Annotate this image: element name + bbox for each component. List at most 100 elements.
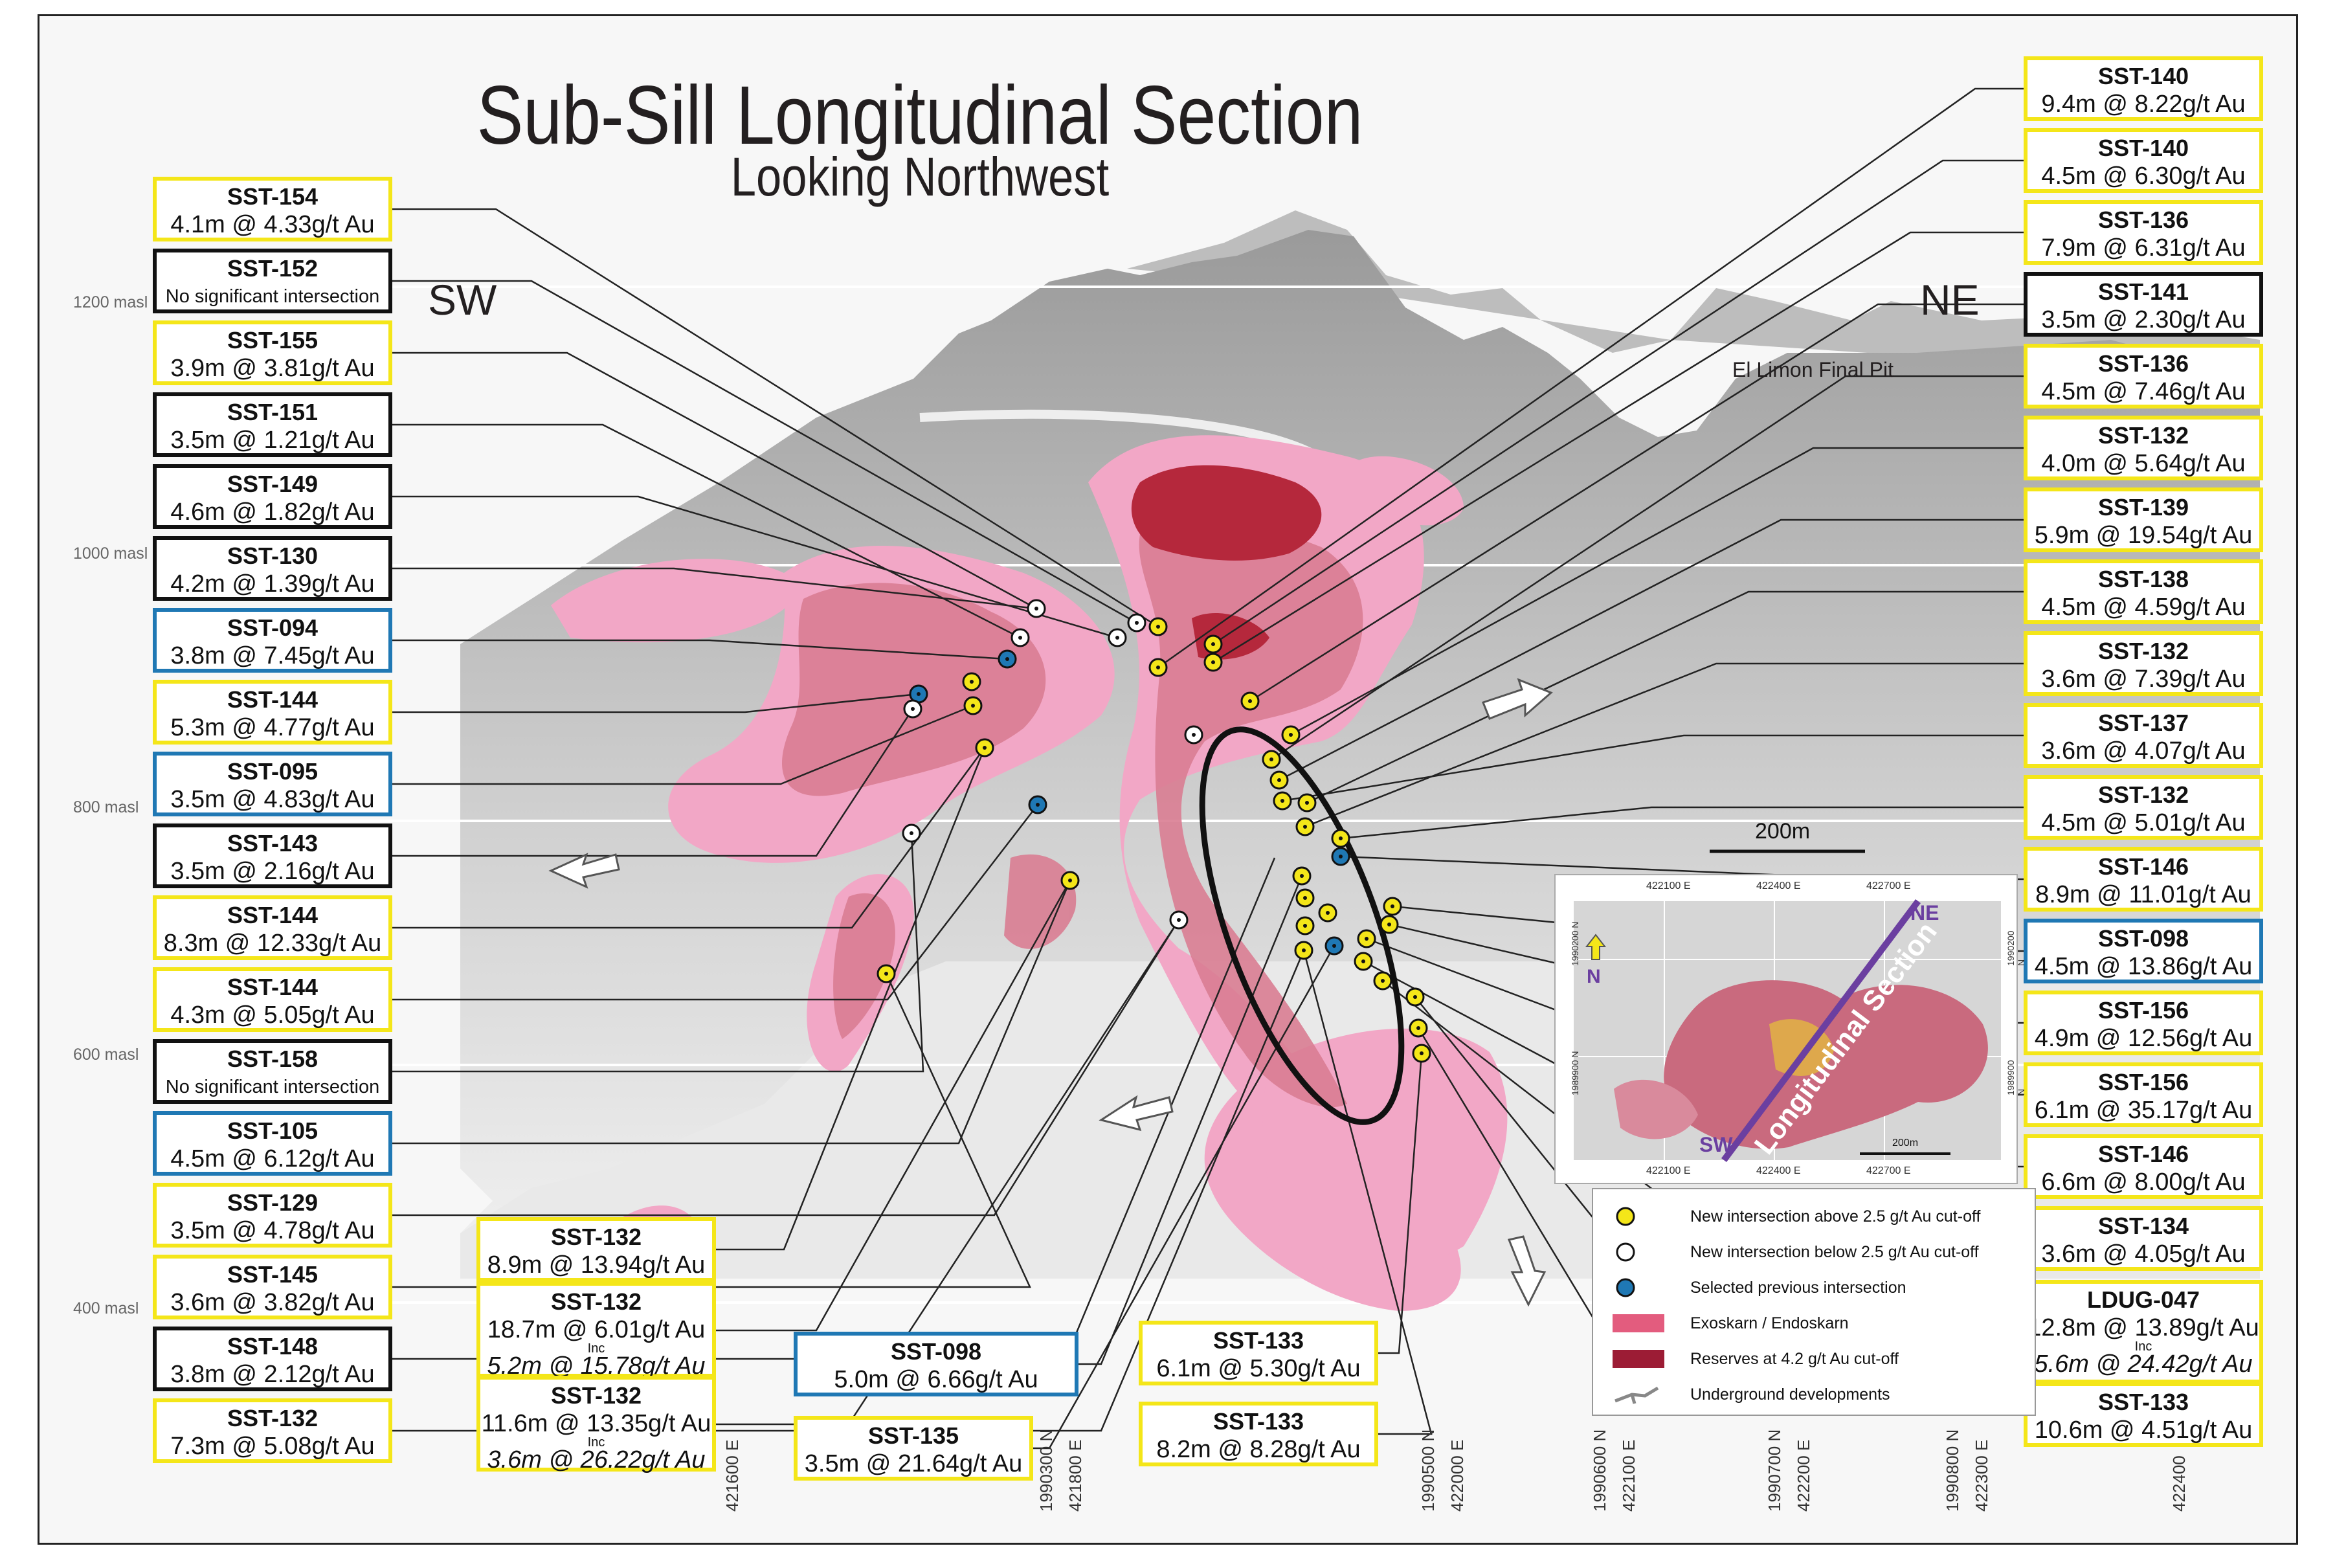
intersection-box-sst-155: SST-155 3.9m @ 3.81g/t Au: [153, 320, 392, 385]
intersection-box-sst-140: SST-140 9.4m @ 8.22g/t Au: [2024, 56, 2263, 121]
intersection-box-sst-141: SST-141 3.5m @ 2.30g/t Au: [2024, 272, 2263, 337]
page-title: Sub-Sill Longitudinal Section: [476, 69, 1363, 162]
intersection-box-sst-132: SST-132 3.6m @ 7.39g/t Au: [2024, 631, 2263, 696]
highlight-ellipse: [1199, 726, 1405, 1125]
yellow-intersection-dot: [1357, 929, 1376, 948]
leader-line: [1340, 806, 2024, 840]
leader-line: [392, 708, 914, 857]
yellow-intersection-dot: [1273, 791, 1292, 811]
inset-coord: 1990200 N: [2005, 930, 2026, 966]
intersection-box-sst-136: SST-136 7.9m @ 6.31g/t Au: [2024, 200, 2263, 265]
scale-label: 200m: [1755, 819, 1811, 844]
inset-coord: 422400 E: [1756, 880, 1801, 891]
leader-line: [392, 919, 1180, 1216]
blue-intersection-dot: [1028, 795, 1047, 814]
intersection-box-sst-132: SST-132 7.3m @ 5.08g/t Au: [153, 1398, 392, 1463]
tunnel-icon-icon: [1613, 1382, 1664, 1412]
leader-line: [1249, 303, 2024, 702]
elevation-label: 400 masl: [73, 1299, 139, 1317]
intersection-box-b3: SST-132 11.6m @ 13.35g/t Au Inc 3.6m @ 2…: [476, 1376, 716, 1473]
diagram-frame: Sub-Sill Longitudinal Section Looking No…: [38, 14, 2298, 1545]
inset-scale: 200m: [1892, 1137, 1919, 1148]
intersection-box-sst-132: SST-132 4.0m @ 5.64g/t Au: [2024, 416, 2263, 480]
coord-label: 422400: [2169, 1455, 2189, 1512]
white-intersection-dot: [1184, 725, 1203, 745]
pink-swatch-icon: [1613, 1310, 1664, 1341]
leader-line: [1282, 734, 2024, 802]
coord-label: 1990500 N: [1418, 1429, 1438, 1512]
intersection-box-sst-143: SST-143 3.5m @ 2.16g/t Au: [153, 823, 392, 888]
coord-label: 421600 E: [722, 1439, 742, 1512]
inset-coord: 1989900 N: [2005, 1060, 2026, 1095]
yellow-intersection-dot: [1148, 617, 1168, 636]
blue-intersection-dot: [998, 649, 1017, 669]
white-intersection-dot: [1027, 599, 1046, 618]
yellow-intersection-dot: [1203, 634, 1223, 654]
page-subtitle: Looking Northwest: [730, 146, 1110, 207]
legend: New intersection above 2.5 g/t Au cut-of…: [1592, 1188, 2036, 1416]
red-swatch-icon: [1613, 1346, 1664, 1376]
yellow-intersection-dot: [877, 964, 896, 983]
intersection-box-sst-158: SST-158 No significant intersection: [153, 1039, 392, 1104]
leader-line: [1378, 1053, 1423, 1354]
intersection-box-sst-098: SST-098 4.5m @ 13.86g/t Au: [2024, 919, 2263, 983]
inset-coord: 1989900 N: [1570, 1051, 1580, 1095]
intersection-box-sst-146: SST-146 8.9m @ 11.01g/t Au: [2024, 847, 2263, 912]
white-intersection-dot: [1011, 628, 1030, 647]
yellow-intersection-dot: [962, 672, 981, 691]
intersection-box-sst-144: SST-144 5.3m @ 4.77g/t Au: [153, 680, 392, 745]
leader-line: [716, 747, 986, 1251]
intersection-box-ldug-047: LDUG-047 12.8m @ 13.89g/t Au Inc 5.6m @ …: [2024, 1280, 2263, 1383]
coord-label: 422000 E: [1447, 1439, 1467, 1512]
yellow-intersection-dot: [1148, 658, 1168, 677]
intersection-box-sst-134: SST-134 3.6m @ 4.05g/t Au: [2024, 1206, 2263, 1271]
intersection-box-sst-154: SST-154 4.1m @ 4.33g/t Au: [153, 177, 392, 241]
white-intersection-dot: [1108, 628, 1127, 647]
yellow-intersection-dot: [1354, 952, 1373, 971]
leader-line: [1302, 950, 1433, 1435]
intersection-box-sst-094: SST-094 3.8m @ 7.45g/t Au: [153, 608, 392, 673]
leader-line: [1290, 447, 2024, 736]
intersection-box-sst-129: SST-129 3.5m @ 4.78g/t Au: [153, 1183, 392, 1248]
white-intersection-dot: [903, 699, 922, 719]
coord-label: 422200 E: [1794, 1439, 1813, 1512]
intersection-box-sst-156: SST-156 4.9m @ 12.56g/t Au: [2024, 991, 2263, 1055]
white-dot-icon: [1613, 1239, 1638, 1270]
yellow-intersection-dot: [1292, 866, 1312, 886]
yellow-intersection-dot: [1405, 987, 1425, 1007]
yellow-intersection-dot: [1412, 1044, 1431, 1063]
yellow-intersection-dot: [1297, 793, 1317, 812]
blue-intersection-dot: [1324, 936, 1344, 956]
intersection-box-sst-130: SST-130 4.2m @ 1.39g/t Au: [153, 536, 392, 601]
leader-line: [392, 208, 1159, 628]
yellow-intersection-dot: [1240, 691, 1260, 711]
leader-line: [392, 880, 1071, 1145]
yellow-dot-icon: [1613, 1204, 1638, 1234]
intersection-box-b6: SST-133 6.1m @ 5.30g/t Au: [1139, 1321, 1378, 1385]
coord-label: 422300 E: [1972, 1439, 1991, 1512]
leader-line: [716, 880, 1071, 1332]
leader-line: [1304, 662, 2024, 828]
inset-coord: 422700 E: [1866, 1165, 1911, 1176]
leader-line: [1271, 375, 2024, 761]
yellow-intersection-dot: [1060, 871, 1080, 890]
yellow-intersection-dot: [1409, 1018, 1428, 1038]
inset-sw-label: SW: [1699, 1133, 1733, 1156]
white-intersection-dot: [1127, 613, 1146, 633]
intersection-box-b2: SST-132 18.7m @ 6.01g/t Au Inc 5.2m @ 15…: [476, 1282, 716, 1379]
intersection-box-sst-144: SST-144 4.3m @ 5.05g/t Au: [153, 967, 392, 1032]
blue-dot-icon: [1613, 1275, 1638, 1305]
intersection-box-sst-145: SST-145 3.6m @ 3.82g/t Au: [153, 1255, 392, 1319]
intersection-box-b7: SST-133 8.2m @ 8.28g/t Au: [1139, 1402, 1378, 1466]
direction-sw: SW: [428, 276, 497, 324]
leader-line: [1033, 945, 1335, 1450]
inset-coord: 1990200 N: [1570, 921, 1580, 966]
elevation-label: 800 masl: [73, 798, 139, 816]
yellow-intersection-dot: [1373, 971, 1392, 991]
elevation-label: 600 masl: [73, 1046, 139, 1064]
intersection-box-b4: SST-098 5.0m @ 6.66g/t Au: [794, 1332, 1078, 1396]
leader-line: [392, 423, 1021, 639]
coord-label: 422100 E: [1619, 1439, 1638, 1512]
intersection-box-sst-140: SST-140 4.5m @ 6.30g/t Au: [2024, 128, 2263, 193]
leader-line: [1212, 231, 2024, 664]
